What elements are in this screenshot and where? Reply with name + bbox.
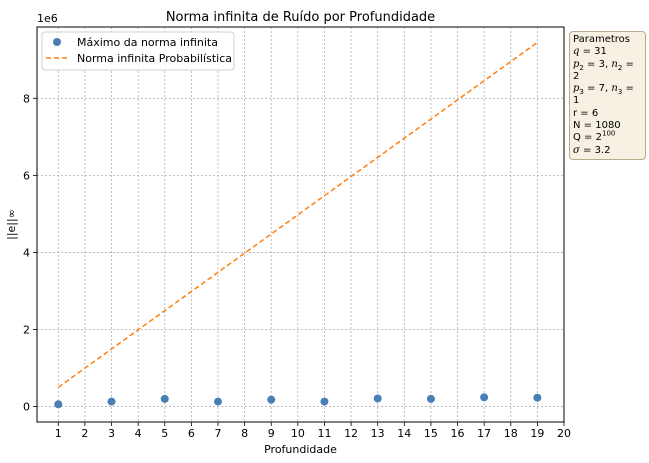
scatter-point (267, 395, 276, 404)
legend-label-dashed-line: Norma infinita Probabilística (77, 52, 232, 65)
param-p3-sub: 3 (579, 88, 584, 97)
param-n2-sub: 2 (617, 63, 623, 72)
x-tick-label: 16 (451, 427, 465, 440)
param-n3-value: 1 (573, 95, 580, 107)
param-p3-value: 7 (598, 83, 605, 95)
param-Q-exponent: 100 (601, 130, 616, 139)
param-n2-symbol: n (611, 58, 618, 70)
x-tick-label: 1 (55, 427, 62, 440)
scatter-point (373, 394, 382, 403)
param-n3-symbol: n (611, 83, 618, 95)
param-q-value: = 31 (579, 46, 607, 58)
x-tick-label: 13 (371, 427, 385, 440)
param-n3-sub: 3 (617, 88, 623, 97)
probabilistic-line (57, 41, 538, 388)
param-p2-sub: 2 (579, 63, 584, 72)
y-offset-label: 1e6 (37, 12, 58, 25)
scatter-point (480, 393, 489, 402)
param-Q-base: Q = 2 (573, 132, 602, 144)
y-tick-label: 2 (23, 324, 30, 337)
scatter-point (426, 394, 435, 403)
param-N: N = 1080 (573, 120, 621, 132)
x-tick-label: 3 (108, 427, 115, 440)
x-axis-label: Profundidade (264, 443, 337, 456)
x-tick-label: 19 (530, 427, 544, 440)
param-n2-value: 2 (573, 70, 580, 82)
legend-label-scatter: Máximo da norma infinita (77, 36, 218, 49)
x-tick-label: 12 (344, 427, 358, 440)
param-Q: Q = 2100 (573, 130, 642, 144)
param-p3-eq: = (583, 83, 599, 95)
param-p2-eq: = (583, 58, 599, 70)
param-p3-symbol: p (573, 83, 580, 95)
x-tick-label: 10 (291, 427, 305, 440)
x-tick-label: 5 (161, 427, 168, 440)
x-tick-label: 18 (504, 427, 518, 440)
legend-box (41, 31, 235, 71)
x-tick-label: 6 (188, 427, 195, 440)
param-r: r = 6 (573, 107, 599, 119)
series-layer (54, 41, 542, 409)
parameters-title: Parametros (573, 34, 630, 45)
param-sigma: σ = 3.2 (573, 145, 642, 157)
parameters-annotation: Parametros q = 31 p2 = 3, n2 = 2 p3 = 7,… (569, 31, 646, 160)
param-sep: , (605, 58, 612, 70)
param-sep-2: , (605, 83, 612, 95)
y-axis-label: ||e||∞ (5, 209, 18, 240)
param-sigma-symbol: σ (573, 144, 580, 156)
scatter-point (107, 397, 116, 406)
scatter-point (320, 397, 329, 406)
x-tick-label: 17 (477, 427, 491, 440)
param-n3-eq: = (622, 83, 634, 95)
y-tick-label: 8 (23, 92, 30, 105)
param-p3-n3: p3 = 7, n3 = 1 (573, 83, 642, 108)
x-tick-label: 11 (317, 427, 331, 440)
x-tick-label: 14 (397, 427, 411, 440)
y-tick-label: 6 (23, 169, 30, 182)
x-tick-label: 4 (135, 427, 142, 440)
x-tick-label: 20 (557, 427, 571, 440)
param-q: q = 31 (573, 46, 642, 58)
x-tick-label: 8 (241, 427, 248, 440)
param-n2-eq: = (622, 58, 634, 70)
scatter-point (160, 394, 169, 403)
scatter-point (533, 393, 542, 402)
param-p2-value: 3 (598, 58, 605, 70)
param-p2-symbol: p (573, 58, 580, 70)
scatter-point (54, 400, 63, 409)
legend: Máximo da norma infinita Norma infinita … (41, 31, 235, 71)
plot-frame (36, 26, 565, 423)
y-tick-label: 4 (23, 246, 30, 259)
y-tick-label: 0 (23, 401, 30, 414)
legend-marker-scatter (53, 38, 61, 46)
x-tick-label: 2 (81, 427, 88, 440)
x-tick-label: 15 (424, 427, 438, 440)
x-tick-label: 7 (214, 427, 221, 440)
scatter-point (213, 397, 222, 406)
grid-lines (37, 27, 565, 422)
param-sigma-value: = 3.2 (579, 144, 611, 156)
param-q-symbol: q (573, 46, 580, 58)
param-p2-n2: p2 = 3, n2 = 2 (573, 59, 642, 84)
chart-title: Norma infinita de Ruído por Profundidade (166, 10, 435, 25)
x-tick-label: 9 (268, 427, 275, 440)
